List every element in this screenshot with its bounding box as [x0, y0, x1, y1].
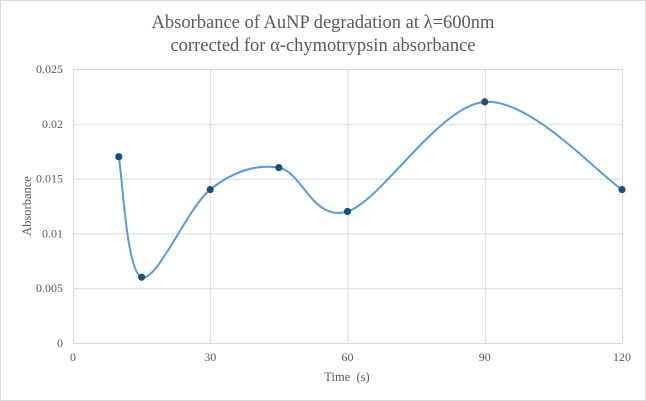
chart-title-line-2: corrected for α-chymotrypsin absorbance	[170, 36, 475, 56]
data-point-marker	[343, 207, 352, 216]
x-tick-label: 30	[204, 350, 216, 364]
y-tick-labels: 0 0.005 0.01 0.015 0.02 0.025	[36, 62, 63, 350]
x-tick-label: 90	[479, 350, 491, 364]
data-point-marker	[275, 164, 283, 172]
x-tick-label: 120	[613, 350, 631, 364]
data-point-marker	[481, 98, 489, 106]
series-markers	[115, 98, 626, 281]
gridlines	[73, 69, 623, 344]
y-axis-label: Absorbance	[20, 176, 34, 236]
x-axis-label: Time (s)	[324, 370, 369, 384]
y-tick-label: 0.025	[36, 62, 63, 76]
data-point-marker	[138, 273, 146, 281]
y-tick-label: 0.01	[42, 226, 63, 240]
data-point-marker	[618, 185, 626, 194]
series-line	[117, 100, 623, 279]
data-point-marker	[206, 185, 214, 194]
x-tick-labels: 0 30 60 90 120	[70, 350, 631, 364]
y-tick-label: 0.015	[36, 172, 63, 186]
y-tick-label: 0	[57, 336, 63, 350]
data-point-marker	[115, 153, 123, 161]
y-tick-label: 0.02	[42, 117, 63, 131]
chart-title-line-1: Absorbance of AuNP degradation at λ=600n…	[152, 13, 496, 33]
x-tick-label: 0	[70, 350, 76, 364]
y-tick-label: 0.005	[36, 281, 63, 295]
x-tick-label: 60	[342, 350, 354, 364]
